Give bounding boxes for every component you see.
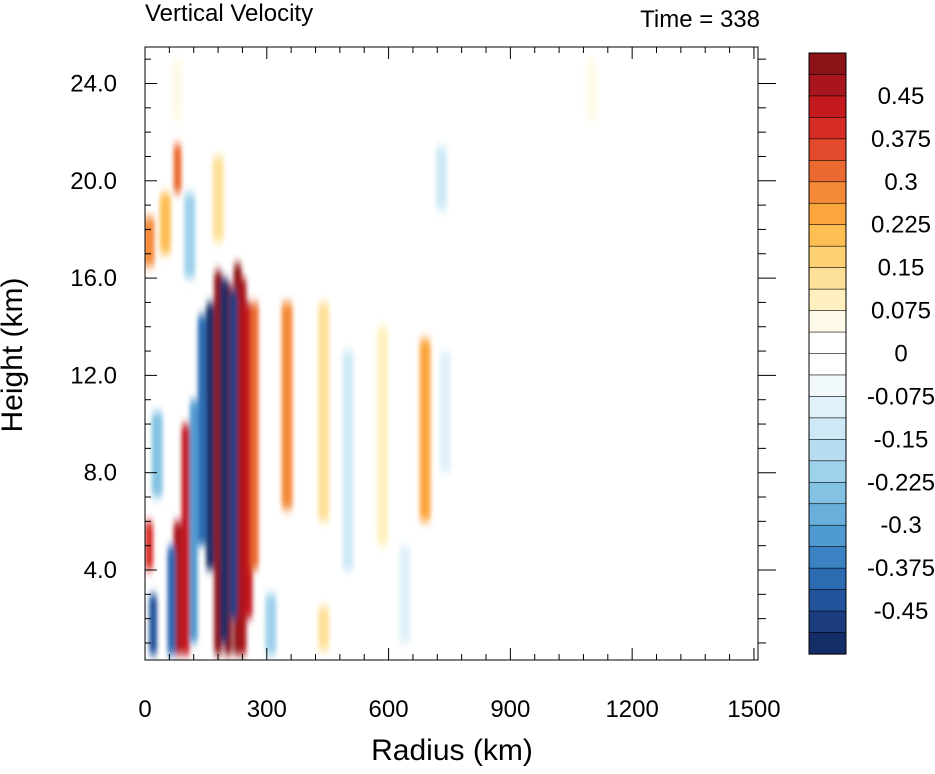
field-streak-5 — [220, 278, 229, 643]
colorbar-swatch — [808, 202, 847, 226]
x-tick-label: 600 — [369, 696, 409, 723]
colorbar-label: -0.3 — [880, 512, 921, 539]
colorbar-swatch — [808, 224, 847, 247]
field-streak-0 — [214, 270, 223, 656]
field-streak-16 — [419, 338, 431, 522]
colorbar-swatch — [808, 460, 847, 483]
y-tick-label: 20.0 — [70, 168, 117, 195]
x-tick-label: 300 — [247, 696, 287, 723]
colorbar-swatch — [808, 160, 847, 183]
colorbar-swatch — [808, 288, 847, 312]
y-tick-label: 16.0 — [70, 265, 117, 292]
field-streak-31 — [212, 156, 224, 242]
colorbar-label: -0.15 — [874, 426, 929, 453]
colorbar-swatch — [808, 374, 847, 398]
plot-frame — [144, 46, 759, 661]
y-tick-label: 24.0 — [70, 70, 117, 97]
colorbar-swatch — [808, 503, 847, 526]
field-streak-33 — [586, 59, 598, 120]
field-streak-19 — [377, 326, 388, 546]
colorbar-swatch — [808, 524, 847, 548]
y-tick-label: 12.0 — [70, 362, 117, 389]
field-streak-4 — [206, 302, 214, 570]
colorbar-swatch — [808, 353, 847, 376]
x-tick-label: 1500 — [727, 696, 780, 723]
colorbar-label: 0 — [894, 341, 907, 368]
field-streak-30 — [265, 594, 277, 656]
field-streak-12 — [173, 521, 182, 656]
x-tick-label: 1200 — [605, 696, 658, 723]
field-streak-9 — [197, 314, 206, 546]
colorbar-label: 0.225 — [871, 212, 931, 239]
colorbar-swatch — [808, 52, 847, 76]
field-streak-6 — [229, 290, 238, 619]
field-streak-26 — [399, 545, 411, 643]
y-tick-label: 8.0 — [84, 460, 117, 487]
y-tick-labels: 4.0 8.0 12.0 16.0 20.0 24.0 — [70, 70, 117, 584]
colorbar-swatch — [808, 481, 847, 505]
colorbar-swatch — [808, 117, 847, 140]
x-axis-label: Radius (km) — [371, 734, 533, 767]
colorbar-swatch — [808, 567, 847, 591]
field-streak-21 — [435, 146, 447, 210]
field-streak-15 — [281, 302, 293, 510]
field-streak-8 — [250, 302, 259, 570]
field-streak-10 — [189, 399, 198, 643]
field-streak-29 — [184, 193, 196, 279]
colorbar-label: 0.3 — [884, 169, 917, 196]
plot-area — [144, 46, 776, 661]
y-tick-label: 4.0 — [84, 557, 117, 584]
colorbar-swatch — [808, 546, 847, 569]
colorbar-labels: 0.45 0.375 0.3 0.225 0.15 0.075 0 -0.075 -0.15 -0… — [867, 83, 935, 625]
colorbar-swatch — [808, 245, 847, 269]
colorbar-swatch — [808, 417, 847, 440]
colorbar-swatch — [808, 331, 847, 355]
chart-subtitle: Time = 338 — [640, 6, 760, 33]
velocity-field — [145, 59, 598, 656]
colorbar-swatch — [808, 138, 847, 161]
field-streak-32 — [172, 59, 183, 120]
colorbar-swatch — [808, 632, 847, 655]
colorbar-swatch — [808, 439, 847, 462]
colorbar-swatch — [808, 396, 847, 419]
colorbar-label: -0.375 — [867, 555, 935, 582]
field-streak-13 — [167, 545, 176, 656]
field-streak-20 — [439, 351, 451, 473]
field-streak-18 — [318, 302, 330, 522]
colorbar-swatch — [808, 74, 847, 97]
colorbar-label: -0.075 — [867, 383, 935, 410]
y-axis-label: Height (km) — [0, 277, 29, 432]
colorbar-frame — [808, 52, 847, 655]
colorbar-label: 0.075 — [871, 298, 931, 325]
field-streak-17 — [342, 351, 354, 570]
field-streak-14 — [149, 594, 158, 656]
x-tick-label: 900 — [490, 696, 530, 723]
colorbar-label: 0.45 — [878, 83, 925, 110]
colorbar-swatch — [808, 95, 847, 118]
colorbar-label: -0.225 — [867, 469, 935, 496]
colorbar-swatch — [808, 181, 847, 204]
colorbar-swatch — [808, 310, 847, 333]
field-streak-7 — [244, 302, 253, 619]
colorbar-label: 0.375 — [871, 126, 931, 153]
x-tick-labels: 0 300 600 900 1200 1500 — [138, 696, 780, 723]
field-streak-3 — [238, 278, 247, 656]
colorbar — [808, 52, 847, 655]
chart-title: Vertical Velocity — [145, 0, 313, 27]
colorbar-label: 0.15 — [878, 255, 925, 282]
field-streak-25 — [318, 606, 330, 651]
field-streak-23 — [159, 193, 171, 254]
colorbar-swatch — [808, 610, 847, 634]
field-streak-22 — [173, 144, 182, 193]
field-streak-11 — [181, 424, 190, 656]
colorbar-swatch — [808, 267, 847, 290]
x-tick-label: 0 — [138, 696, 151, 723]
field-streak-28 — [151, 411, 163, 497]
colorbar-label: -0.45 — [874, 598, 929, 625]
colorbar-swatch — [808, 589, 847, 612]
